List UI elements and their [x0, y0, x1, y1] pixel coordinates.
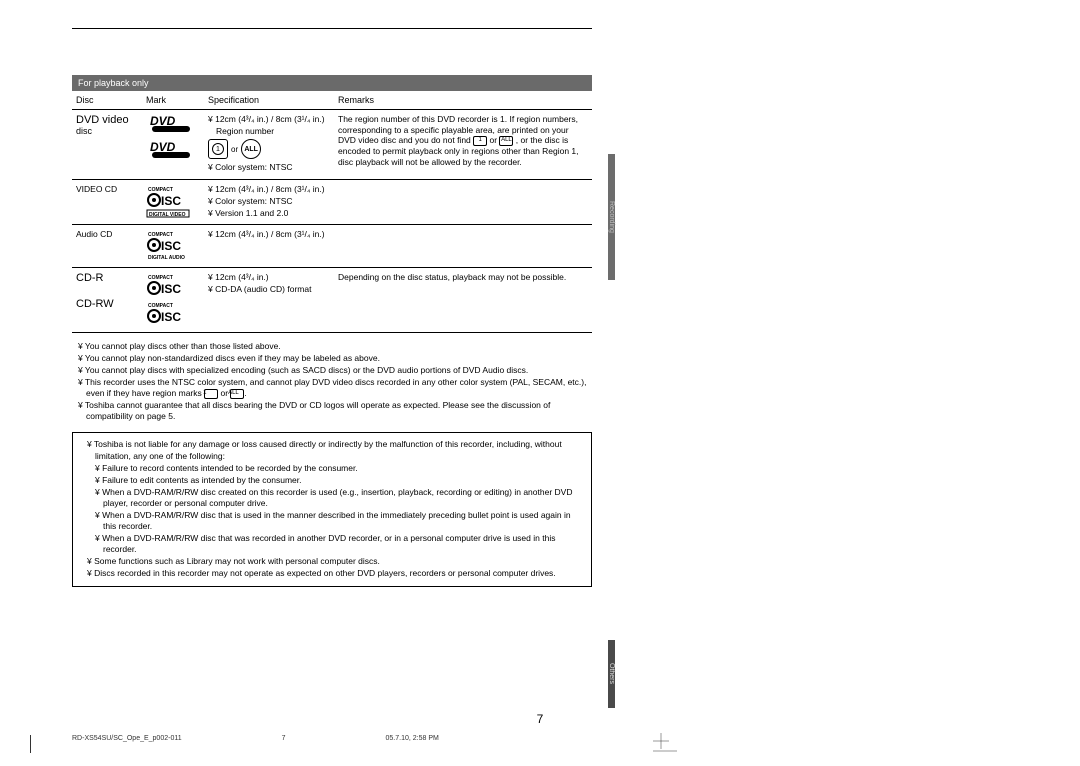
vcd-spec2: ¥ Color system: NTSC — [208, 196, 330, 206]
region-all-inline-icon: ALL — [230, 389, 244, 399]
note-5: ¥ Toshiba cannot guarantee that all disc… — [72, 400, 592, 422]
acd-spec1: ¥ 12cm (4³/₄ in.) / 8cm (3¹/₄ in.) — [208, 229, 330, 239]
acd-mark-cell: COMPACTISC DIGITAL AUDIO — [142, 225, 204, 268]
cdr-name: CD-R — [76, 272, 138, 284]
disclaimer-8: ¥ Discs recorded in this recorder may no… — [81, 568, 583, 579]
dvd-logo-icon: DVD VIDEO — [146, 114, 196, 138]
disclaimer-2: ¥ Failure to record contents intended to… — [81, 463, 583, 474]
cdr-remarks: Depending on the disc status, playback m… — [334, 268, 592, 333]
cdr-spec-cell: ¥ 12cm (4³/₄ in.) ¥ CD-DA (audio CD) for… — [204, 268, 334, 333]
region-all-inline-icon: ALL — [499, 136, 513, 146]
row-vcd: VIDEO CD COMPACTISC DIGITAL VIDEO ¥ 12cm … — [72, 179, 592, 225]
col-mark: Mark — [142, 91, 204, 110]
acd-remarks-cell — [334, 225, 592, 268]
row-acd: Audio CD COMPACTISC DIGITAL AUDIO ¥ 12cm … — [72, 225, 592, 268]
dvd-name-cell: DVD video disc — [72, 110, 142, 180]
dvd-color-system: ¥ Color system: NTSC — [208, 162, 330, 172]
col-remarks: Remarks — [334, 91, 592, 110]
region-1-box-icon: 1 — [208, 139, 228, 159]
page-content: For playback only Disc Mark Specificatio… — [72, 28, 592, 587]
acd-spec-cell: ¥ 12cm (4³/₄ in.) / 8cm (3¹/₄ in.) — [204, 225, 334, 268]
side-tabs: Recording Others — [608, 98, 636, 714]
vcd-spec-cell: ¥ 12cm (4³/₄ in.) / 8cm (3¹/₄ in.) ¥ Col… — [204, 179, 334, 225]
compact-disc-digital-video-icon: COMPACTISC DIGITAL VIDEO — [146, 184, 190, 218]
svg-text:COMPACT: COMPACT — [148, 187, 173, 193]
tab-others: Others — [608, 640, 615, 708]
svg-text:DIGITAL AUDIO: DIGITAL AUDIO — [148, 255, 185, 261]
disclaimer-3: ¥ Failure to edit contents as intended b… — [81, 475, 583, 486]
compact-disc-icon: COMPACTISC — [146, 272, 190, 298]
dvd-name: DVD video — [76, 114, 138, 126]
page-number: 7 — [0, 712, 1080, 726]
dvd-sub: disc — [76, 126, 138, 136]
compact-disc-digital-audio-icon: COMPACTISC DIGITAL AUDIO — [146, 229, 190, 261]
note-1: ¥ You cannot play discs other than those… — [72, 341, 592, 352]
top-rule — [72, 28, 592, 29]
dvd-spec-region: Region number — [208, 126, 330, 136]
svg-text:ISC: ISC — [161, 194, 181, 208]
svg-text:ISC: ISC — [161, 282, 181, 296]
note-3: ¥ You cannot play discs with specialized… — [72, 365, 592, 376]
cdr-name-cell: CD-R CD-RW — [72, 268, 142, 333]
region-1-inline-icon: 1 — [204, 389, 218, 399]
svg-text:VIDEO: VIDEO — [159, 158, 176, 163]
svg-text:ISC: ISC — [161, 310, 181, 324]
dvd-spec-cell: ¥ 12cm (4³/₄ in.) / 8cm (3¹/₄ in.) Regio… — [204, 110, 334, 180]
footer-time: 05.7.10, 2:58 PM — [386, 735, 439, 742]
footer-line: RD-XS54SU/SC_Ope_E_p002-011 7 05.7.10, 2… — [72, 735, 439, 742]
dvd-remarks-cell: The region number of this DVD recorder i… — [334, 110, 592, 180]
dvd-spec1: ¥ 12cm (4³/₄ in.) / 8cm (3¹/₄ in.) — [208, 114, 330, 124]
or-text: or — [231, 145, 238, 154]
crop-mark-right-icon — [653, 733, 677, 759]
tab-recording: Recording — [608, 154, 615, 280]
svg-text:DVD: DVD — [150, 140, 176, 154]
region-all-icon: ALL — [241, 139, 261, 159]
vcd-mark-cell: COMPACTISC DIGITAL VIDEO — [142, 179, 204, 225]
region-1-inline-icon: 1 — [473, 136, 487, 146]
disclaimer-1: ¥ Toshiba is not liable for any damage o… — [81, 439, 583, 461]
row-cdr: CD-R CD-RW COMPACTISC COMPACTISC ¥ 12cm … — [72, 268, 592, 333]
svg-text:VIDEO: VIDEO — [159, 132, 176, 137]
acd-name: Audio CD — [72, 225, 142, 268]
disclaimer-4: ¥ When a DVD-RAM/R/RW disc created on th… — [81, 487, 583, 509]
vcd-remarks-cell — [334, 179, 592, 225]
svg-text:DVD: DVD — [150, 114, 176, 128]
disc-table: Disc Mark Specification Remarks DVD vide… — [72, 91, 592, 333]
col-spec: Specification — [204, 91, 334, 110]
vcd-spec1: ¥ 12cm (4³/₄ in.) / 8cm (3¹/₄ in.) — [208, 184, 330, 194]
dvd-remarks-2: or — [487, 135, 499, 145]
notes-block: ¥ You cannot play discs other than those… — [72, 341, 592, 422]
vcd-name: VIDEO CD — [72, 179, 142, 225]
dvd-logo-icon: DVD VIDEO — [146, 140, 196, 164]
playback-only-header: For playback only — [72, 75, 592, 91]
note-2: ¥ You cannot play non-standardized discs… — [72, 353, 592, 364]
note-4: ¥ This recorder uses the NTSC color syst… — [72, 377, 592, 399]
svg-text:COMPACT: COMPACT — [148, 232, 173, 238]
disclaimer-box: ¥ Toshiba is not liable for any damage o… — [72, 432, 592, 587]
cdr-mark-cell: COMPACTISC COMPACTISC — [142, 268, 204, 333]
table-header-row: Disc Mark Specification Remarks — [72, 91, 592, 110]
svg-text:COMPACT: COMPACT — [148, 275, 173, 281]
col-disc: Disc — [72, 91, 142, 110]
compact-disc-icon: COMPACTISC — [146, 300, 190, 326]
svg-text:DIGITAL VIDEO: DIGITAL VIDEO — [149, 212, 186, 218]
disclaimer-7: ¥ Some functions such as Library may not… — [81, 556, 583, 567]
row-dvd: DVD video disc DVD VIDEO DVD VIDEO ¥ 12cm … — [72, 110, 592, 180]
footer-page: 7 — [282, 735, 286, 742]
vcd-spec3: ¥ Version 1.1 and 2.0 — [208, 208, 330, 218]
svg-text:COMPACT: COMPACT — [148, 303, 173, 309]
cdrw-name: CD-RW — [76, 298, 138, 310]
region-icons: 1 or ALL — [208, 139, 330, 159]
svg-text:ISC: ISC — [161, 239, 181, 253]
cdr-spec2: ¥ CD-DA (audio CD) format — [208, 284, 330, 294]
disclaimer-6: ¥ When a DVD-RAM/R/RW disc that was reco… — [81, 533, 583, 555]
disclaimer-5: ¥ When a DVD-RAM/R/RW disc that is used … — [81, 510, 583, 532]
footer-file: RD-XS54SU/SC_Ope_E_p002-011 — [72, 735, 182, 742]
crop-mark-left-icon — [30, 735, 31, 753]
cdr-spec1: ¥ 12cm (4³/₄ in.) — [208, 272, 330, 282]
dvd-mark-cell: DVD VIDEO DVD VIDEO — [142, 110, 204, 180]
